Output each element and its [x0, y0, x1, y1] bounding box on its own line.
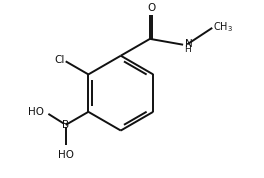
Text: B: B — [62, 120, 69, 130]
Text: HO: HO — [58, 150, 74, 160]
Text: O: O — [148, 3, 156, 13]
Text: Cl: Cl — [54, 55, 65, 65]
Text: CH$_3$: CH$_3$ — [213, 20, 233, 34]
Text: N: N — [185, 39, 192, 49]
Text: H: H — [185, 45, 191, 54]
Text: HO: HO — [28, 107, 44, 117]
